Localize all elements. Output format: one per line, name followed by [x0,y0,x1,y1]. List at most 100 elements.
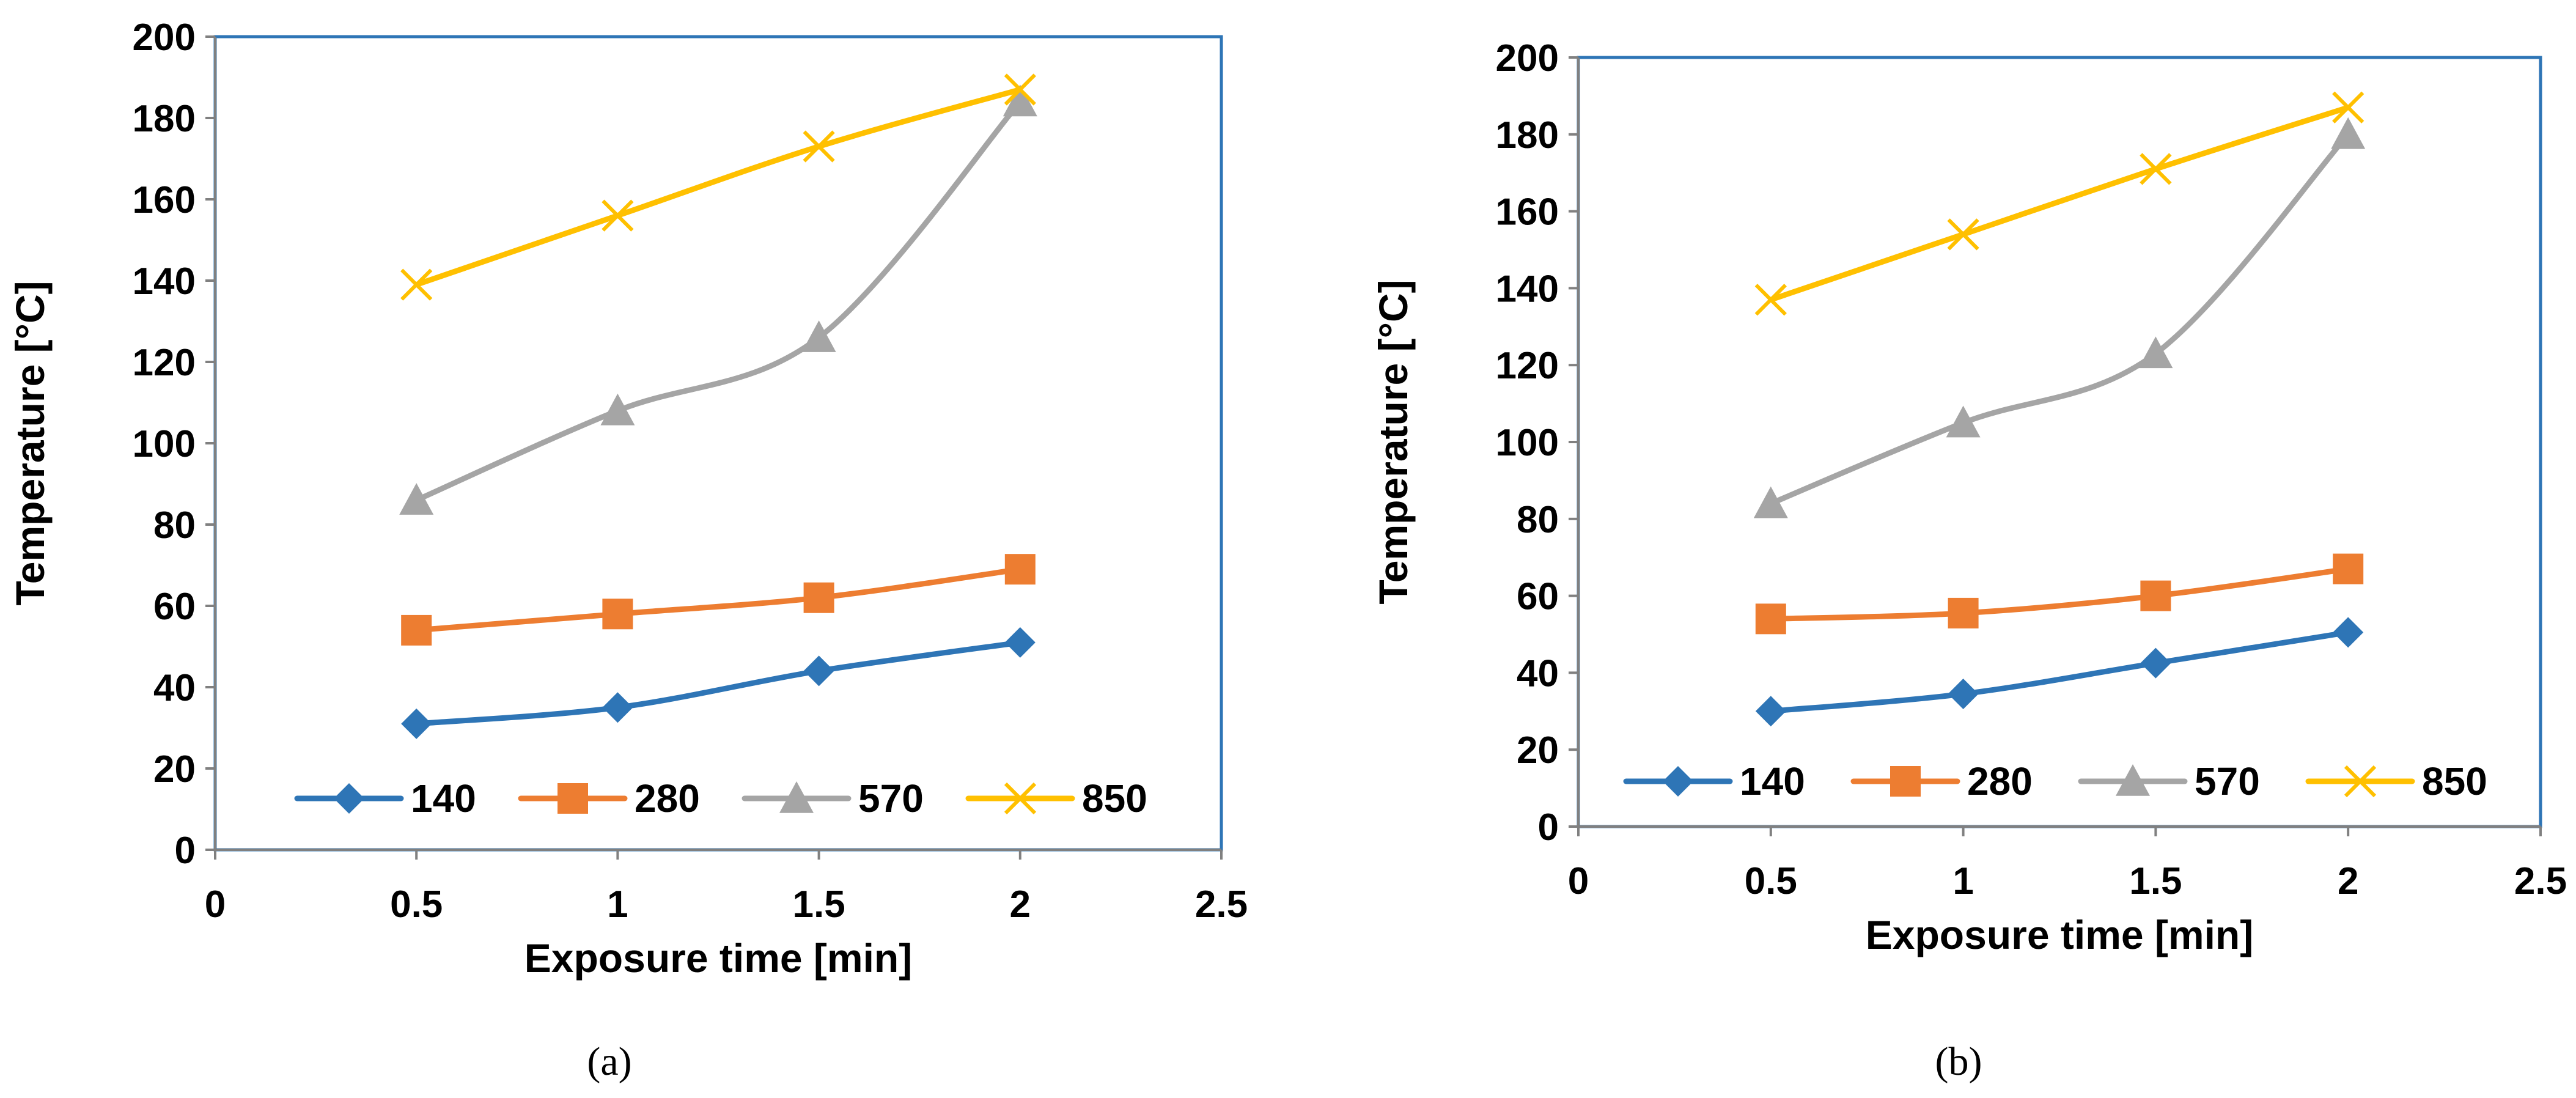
x-tick-label: 0 [205,883,226,926]
x-tick-label: 1 [607,883,628,926]
legend-marker-850 [1004,782,1037,815]
x-tick-label: 2 [1010,883,1031,926]
legend-label-570: 570 [2195,759,2260,803]
data-point-850-3 [2332,91,2364,123]
data-point-850-1 [1947,218,1979,251]
data-point-850-2 [2140,153,2172,185]
x-axis-title: Exposure time [min] [524,935,912,981]
data-point-280-0 [401,614,432,646]
x-tick-label: 0 [1568,860,1589,902]
y-tick-label: 0 [175,830,196,872]
series-line-140 [1768,629,2351,714]
y-tick-label: 140 [1496,268,1559,310]
data-point-570-2 [2138,336,2173,369]
series-570 [399,84,1037,515]
x-tick-label: 0.5 [390,883,443,926]
series-140 [401,627,1036,739]
data-point-850-0 [400,268,433,301]
x-tick-label: 1.5 [2129,860,2182,902]
y-tick-label: 40 [153,667,196,709]
y-tick-label: 20 [153,748,196,790]
y-axis-title: Temperature [°C] [7,281,53,605]
legend-marker-140 [334,783,364,814]
series-280 [1755,553,2364,635]
data-point-280-1 [602,599,633,630]
legend: 140 280 570 850 [294,776,1147,820]
y-tick-label: 100 [133,423,196,465]
legend-label-570: 570 [858,776,924,820]
data-point-280-2 [2140,580,2171,611]
y-tick-label: 160 [133,179,196,221]
y-tick-label: 180 [133,98,196,140]
data-point-140-3 [1004,627,1036,658]
legend-marker-570 [779,781,814,813]
data-point-140-1 [602,692,633,723]
y-tick-label: 100 [1496,422,1559,464]
data-point-280-1 [1948,597,1979,628]
x-tick-label: 1.5 [792,883,845,926]
y-tick-label: 160 [1496,191,1559,234]
y-tick-label: 0 [1538,806,1559,849]
series-280 [401,554,1036,646]
series-140 [1755,617,2364,727]
data-point-850-0 [1754,284,1787,316]
legend-marker-140 [1663,766,1693,797]
data-point-570-3 [1003,84,1037,117]
y-tick-label: 120 [133,342,196,384]
legend-label-280: 280 [635,776,700,820]
series-line-280 [1768,566,2351,622]
data-point-140-3 [2333,617,2364,648]
series-line-850 [1768,105,2351,303]
y-tick-label: 120 [1496,345,1559,387]
y-tick-label: 80 [1517,499,1559,541]
y-tick-label: 40 [1517,652,1559,695]
data-point-570-2 [801,320,836,352]
series-line-140 [413,639,1023,727]
legend-label-140: 140 [411,776,476,820]
series-line-850 [413,86,1023,288]
data-point-570-0 [1753,486,1788,518]
legend-marker-280 [1890,766,1921,797]
x-tick-label: 1 [1952,860,1973,902]
data-point-140-0 [401,708,432,739]
x-tick-label: 2.5 [2514,860,2567,902]
data-point-570-3 [2331,117,2366,149]
y-tick-label: 20 [1517,729,1559,772]
series-850 [1754,91,2364,316]
series-line-280 [413,566,1023,633]
y-axis-title: Temperature [°C] [1371,279,1416,604]
data-point-140-2 [2140,647,2171,679]
data-point-140-1 [1948,678,1979,709]
chart-panel-a: 0 20 40 60 80 100 120 140 160 180 200 0 0.5 1 1.5 2 2.5 E… [7,17,1248,1084]
series-line-570 [413,98,1023,503]
legend-label-850: 850 [1082,776,1147,820]
y-tick-label: 80 [153,504,196,547]
y-tick-label: 60 [153,586,196,628]
y-tick-label: 140 [133,260,196,303]
plot-frame [213,35,1223,852]
series-line-570 [1768,131,2351,507]
legend-label-140: 140 [1740,759,1805,803]
y-tick-label: 200 [1496,37,1559,79]
series-570 [1753,117,2366,518]
data-point-140-2 [803,655,834,687]
legend-marker-570 [2116,764,2150,796]
panel-caption: (b) [1935,1039,1982,1084]
data-point-140-0 [1755,696,1786,727]
y-tick-label: 60 [1517,576,1559,618]
data-point-570-1 [1946,405,1981,438]
panel-caption: (a) [587,1039,631,1084]
data-point-850-3 [1004,73,1036,106]
x-tick-label: 0.5 [1745,860,1797,902]
data-point-850-2 [803,130,835,163]
legend-label-280: 280 [1967,759,2033,803]
legend-marker-850 [2344,765,2377,798]
legend: 140 280 570 850 [1623,759,2487,803]
chart-panel-b: 0 20 40 60 80 100 120 140 160 180 200 0 0.5 1 1.5 2 2.5 E… [1371,37,2567,1084]
data-point-850-1 [602,199,634,232]
legend-marker-280 [558,783,588,814]
y-tick-label: 180 [1496,114,1559,157]
x-tick-label: 2.5 [1195,883,1248,926]
data-point-570-1 [600,393,635,426]
